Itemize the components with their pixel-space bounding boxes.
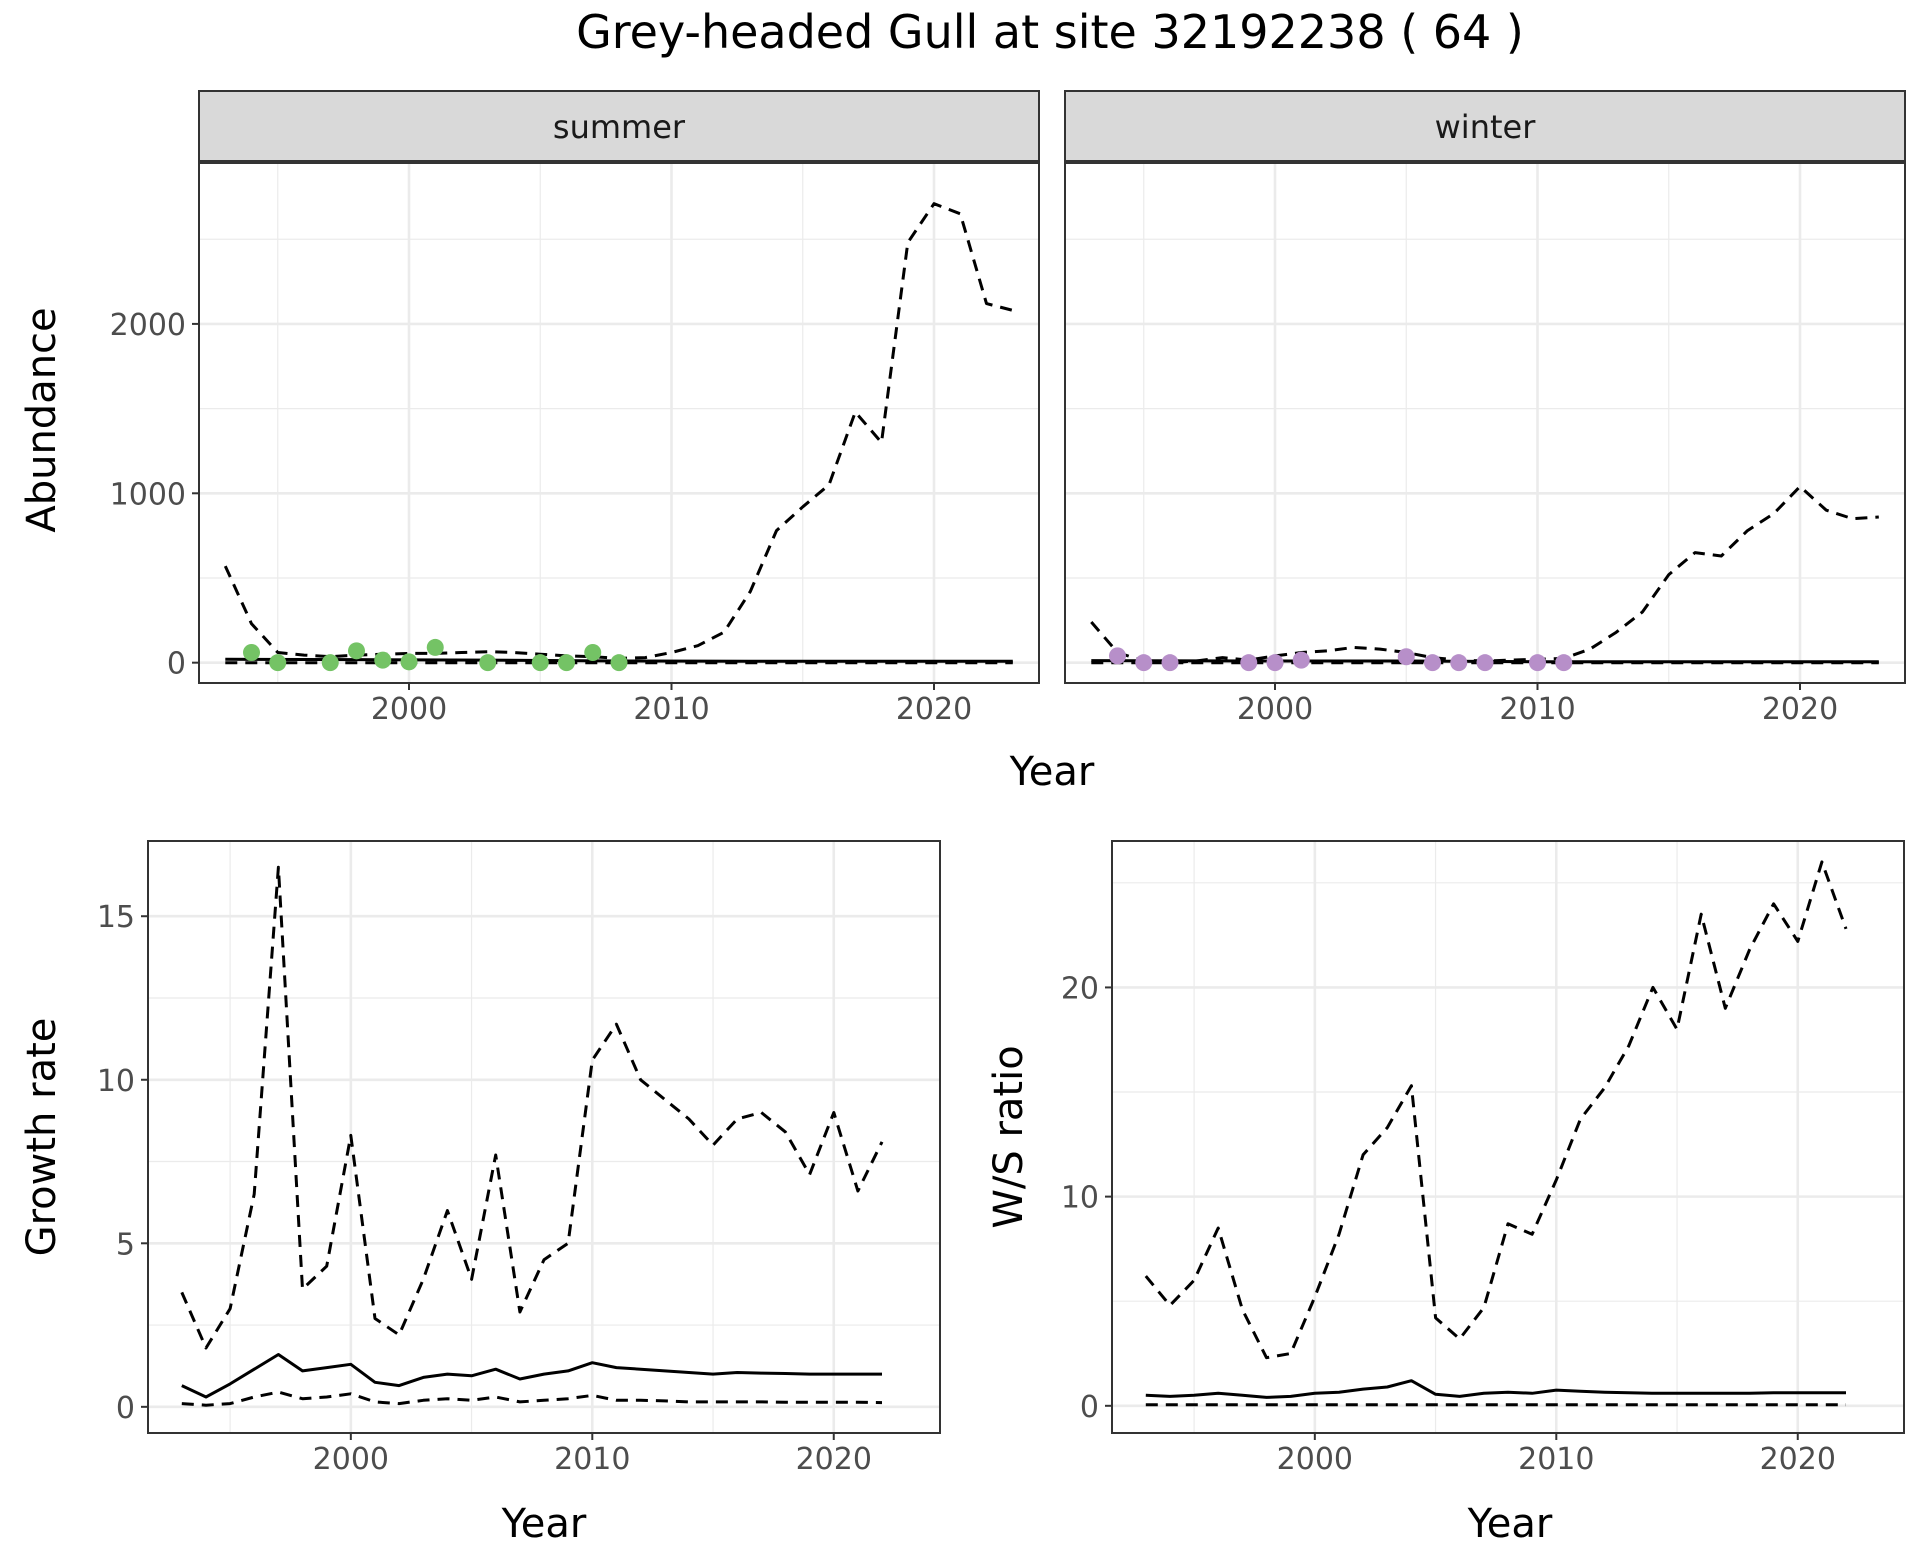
x-tick-label: 2020	[896, 692, 972, 727]
y-tick-label: 0	[116, 1391, 135, 1426]
y-tick-label: 0	[1080, 1390, 1099, 1425]
growth-x-axis-title: Year	[501, 1501, 587, 1547]
data-point	[426, 638, 444, 656]
x-tick-label: 2000	[1237, 692, 1313, 727]
data-point	[374, 651, 392, 669]
x-tick-label: 2000	[1277, 1442, 1353, 1477]
data-point	[1135, 654, 1153, 672]
facet-strip-label-winter: winter	[1435, 108, 1537, 146]
y-tick-label: 10	[1061, 1181, 1099, 1216]
x-tick-label: 2000	[313, 1442, 389, 1477]
abundance-x-axis-title: Year	[1009, 749, 1095, 795]
data-point	[479, 654, 497, 672]
panel-border	[198, 162, 1040, 684]
y-tick-label: 15	[97, 900, 135, 935]
data-point	[531, 654, 549, 672]
series-line-dashed-2	[181, 1390, 883, 1407]
facet-strip-winter	[1064, 90, 1906, 162]
y-tick-label: 10	[97, 1064, 135, 1099]
x-tick-label: 2010	[633, 692, 709, 727]
panel-abundance-winter: winter 2000 2010 2020	[1064, 90, 1906, 727]
data-point	[1266, 654, 1284, 672]
x-tick-label: 2020	[1760, 1442, 1836, 1477]
data-point	[1529, 654, 1546, 672]
panel-border	[1111, 840, 1905, 1434]
data-point	[1161, 654, 1179, 672]
figure-title: Grey-headed Gull at site 32192238 ( 64 )	[576, 5, 1524, 59]
data-point	[584, 644, 602, 662]
data-point	[348, 642, 365, 660]
data-point	[558, 654, 575, 672]
y-tick-label: 2000	[110, 308, 186, 343]
data-point	[1292, 651, 1310, 669]
data-point	[1424, 654, 1441, 672]
x-tick-label: 2000	[371, 692, 447, 727]
panel-border	[147, 840, 941, 1434]
facet-strip-label-summer: summer	[553, 108, 686, 146]
data-point	[1555, 654, 1573, 672]
data-point	[1240, 654, 1258, 672]
series-line-dashed-0	[1144, 860, 1848, 1360]
series-line-solid-1	[1145, 1379, 1846, 1399]
series-line-solid-1	[181, 1353, 882, 1399]
data-point	[400, 653, 418, 671]
data-point	[243, 644, 260, 662]
x-tick-label: 2010	[1499, 692, 1575, 727]
panel-border	[1064, 162, 1906, 684]
data-point	[1397, 648, 1415, 666]
facet-strip-summer	[198, 90, 1040, 162]
growth-y-axis-title: Growth rate	[19, 1018, 65, 1257]
y-tick-label: 5	[116, 1227, 135, 1262]
data-point	[269, 654, 287, 672]
ratio-y-axis-title: W/S ratio	[986, 1045, 1032, 1228]
data-point	[1450, 654, 1468, 672]
y-tick-label: 0	[167, 647, 186, 682]
panel-abundance-summer: summer 2000 2010 2020 0 1000 2000	[110, 90, 1040, 727]
ratio-x-axis-title: Year	[1467, 1501, 1553, 1547]
x-tick-label: 2020	[1762, 692, 1838, 727]
plot-area-summer: 2000 2010 2020 0 1000 2000	[110, 162, 1040, 727]
data-point	[1109, 647, 1126, 665]
series-line-dashed-0	[180, 865, 884, 1350]
abundance-y-axis-title: Abundance	[19, 307, 65, 532]
x-tick-label: 2010	[1518, 1442, 1594, 1477]
y-tick-label: 20	[1061, 971, 1099, 1006]
data-point	[610, 654, 628, 672]
data-point	[1476, 654, 1494, 672]
data-point	[321, 654, 339, 672]
x-tick-label: 2020	[796, 1442, 872, 1477]
plot-area-ws-ratio: 2000 2010 2020 0 10 20	[1061, 840, 1905, 1477]
plot-area-growth-rate: 2000 2010 2020 0 5 10 15	[97, 840, 941, 1477]
x-tick-label: 2010	[554, 1442, 630, 1477]
y-tick-label: 1000	[110, 477, 186, 512]
plot-area-winter: 2000 2010 2020	[1064, 162, 1906, 727]
